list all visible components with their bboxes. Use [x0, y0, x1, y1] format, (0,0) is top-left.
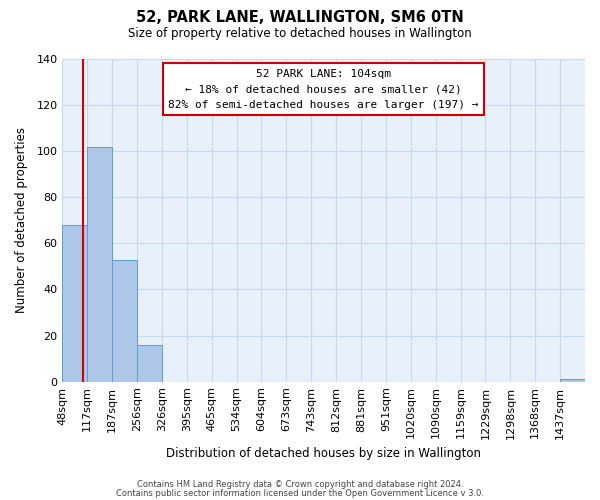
- Text: 52, PARK LANE, WALLINGTON, SM6 0TN: 52, PARK LANE, WALLINGTON, SM6 0TN: [136, 10, 464, 25]
- Text: 52 PARK LANE: 104sqm
← 18% of detached houses are smaller (42)
82% of semi-detac: 52 PARK LANE: 104sqm ← 18% of detached h…: [169, 68, 479, 110]
- Y-axis label: Number of detached properties: Number of detached properties: [15, 128, 28, 314]
- X-axis label: Distribution of detached houses by size in Wallington: Distribution of detached houses by size …: [166, 447, 481, 460]
- Bar: [137, 345, 162, 382]
- Text: Size of property relative to detached houses in Wallington: Size of property relative to detached ho…: [128, 28, 472, 40]
- Text: Contains HM Land Registry data © Crown copyright and database right 2024.: Contains HM Land Registry data © Crown c…: [137, 480, 463, 489]
- Bar: [560, 380, 585, 382]
- Bar: [87, 146, 112, 382]
- Text: Contains public sector information licensed under the Open Government Licence v : Contains public sector information licen…: [116, 488, 484, 498]
- Bar: [62, 225, 87, 382]
- Bar: [112, 260, 137, 382]
